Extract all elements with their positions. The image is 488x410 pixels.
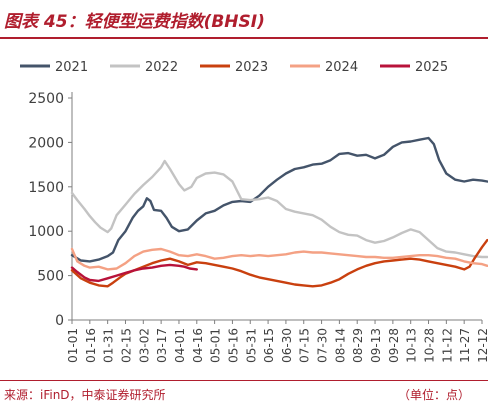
x-tick-label: 12-12 bbox=[476, 328, 488, 363]
x-tick-label: 10-13 bbox=[405, 328, 419, 363]
series-group bbox=[70, 136, 488, 288]
x-tick-label: 05-31 bbox=[244, 328, 258, 363]
y-tick-label: 0 bbox=[55, 313, 64, 329]
y-tick-label: 2500 bbox=[28, 91, 64, 107]
bottom-rule bbox=[0, 380, 488, 381]
unit-note: （单位：点） bbox=[397, 388, 470, 402]
x-tick-label: 06-30 bbox=[280, 328, 294, 363]
x-axis: 01-01 01-16 01-31 02-15 03-02 03-17 04-01 04-16… bbox=[66, 319, 488, 363]
x-tick-label: 04-16 bbox=[191, 328, 205, 363]
x-tick-label: 04-01 bbox=[173, 328, 187, 363]
x-tick-label: 01-16 bbox=[84, 328, 98, 363]
chart: 2021 2022 2023 2024 2025 0 500 1000 1500 2000 250… bbox=[20, 60, 488, 363]
x-tick-label: 03-17 bbox=[155, 328, 169, 363]
legend: 2021 2022 2023 2024 2025 bbox=[20, 60, 448, 75]
x-tick-label: 06-15 bbox=[262, 328, 276, 363]
title-bar: 图表 45：轻便型运费指数(BHSI) bbox=[0, 0, 488, 40]
x-tick-label: 03-02 bbox=[137, 328, 151, 363]
y-tick-label: 2000 bbox=[28, 135, 64, 151]
x-tick-label: 02-15 bbox=[119, 328, 133, 363]
legend-label-2025: 2025 bbox=[415, 60, 448, 75]
page-title: 图表 45：轻便型运费指数(BHSI) bbox=[4, 12, 265, 32]
y-tick-label: 1000 bbox=[28, 224, 64, 240]
legend-label-2021: 2021 bbox=[55, 60, 88, 75]
series-line-2023 bbox=[70, 238, 488, 288]
source-note: 来源：iFinD，中泰证券研究所 bbox=[4, 388, 166, 402]
x-tick-label: 10-28 bbox=[423, 328, 437, 363]
series-line-2024 bbox=[70, 247, 488, 271]
legend-label-2024: 2024 bbox=[325, 60, 358, 75]
y-axis: 0 500 1000 1500 2000 2500 bbox=[28, 91, 73, 329]
x-tick-label: 09-13 bbox=[369, 328, 383, 363]
legend-label-2022: 2022 bbox=[145, 60, 178, 75]
series-line-2025 bbox=[70, 263, 198, 283]
x-tick-label: 05-01 bbox=[209, 328, 223, 363]
y-tick-label: 1500 bbox=[28, 180, 64, 196]
title-rule bbox=[0, 37, 488, 39]
series-line-2022 bbox=[70, 159, 488, 259]
series-line-2021 bbox=[70, 136, 488, 263]
x-tick-label: 11-12 bbox=[440, 328, 454, 363]
x-tick-label: 08-29 bbox=[351, 328, 365, 363]
x-tick-label: 05-16 bbox=[226, 328, 240, 363]
x-tick-label: 01-01 bbox=[66, 328, 80, 363]
x-tick-label: 07-15 bbox=[298, 328, 312, 363]
x-tick-label: 08-14 bbox=[333, 328, 347, 363]
legend-label-2023: 2023 bbox=[235, 60, 268, 75]
y-tick-label: 500 bbox=[37, 269, 64, 285]
x-tick-label: 11-27 bbox=[458, 328, 472, 363]
x-tick-label: 07-30 bbox=[316, 328, 330, 363]
x-tick-label: 09-28 bbox=[387, 328, 401, 363]
x-tick-label: 01-31 bbox=[102, 328, 116, 363]
